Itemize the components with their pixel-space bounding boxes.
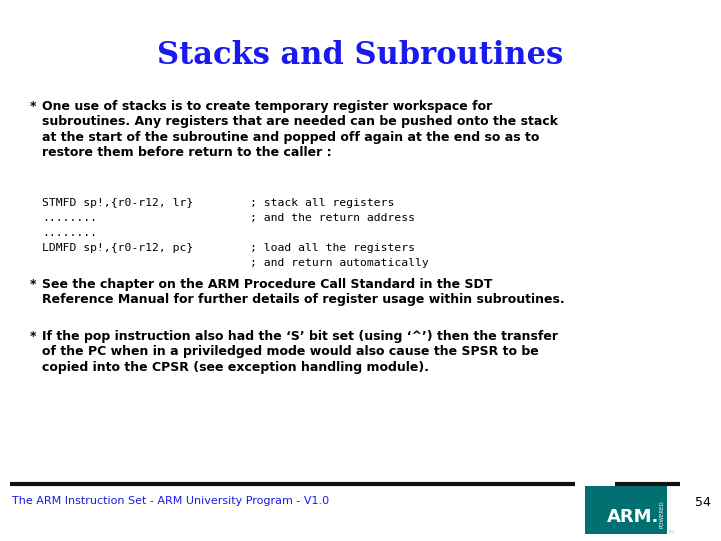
Text: One use of stacks is to create temporary register workspace for
subroutines. Any: One use of stacks is to create temporary…	[42, 100, 558, 160]
Text: ........: ........	[42, 228, 97, 238]
Text: If the pop instruction also had the ‘S’ bit set (using ‘^’) then the transfer
of: If the pop instruction also had the ‘S’ …	[42, 330, 558, 374]
Text: ; and return automatically: ; and return automatically	[250, 258, 429, 268]
Text: 54: 54	[695, 496, 711, 509]
Text: See the chapter on the ARM Procedure Call Standard in the SDT
Reference Manual f: See the chapter on the ARM Procedure Cal…	[42, 278, 565, 307]
Text: The ARM Instruction Set - ARM University Program - V1.0: The ARM Instruction Set - ARM University…	[12, 496, 329, 506]
Text: ; stack all registers: ; stack all registers	[250, 198, 394, 208]
Text: TM: TM	[667, 530, 674, 535]
Text: STMFD sp!,{r0-r12, lr}: STMFD sp!,{r0-r12, lr}	[42, 198, 193, 208]
Text: *: *	[30, 278, 37, 291]
Text: *: *	[30, 100, 37, 113]
Text: ; and the return address: ; and the return address	[250, 213, 415, 223]
Text: POWERED: POWERED	[659, 500, 664, 528]
FancyBboxPatch shape	[585, 486, 667, 534]
Text: *: *	[30, 330, 37, 343]
Text: Stacks and Subroutines: Stacks and Subroutines	[157, 39, 563, 70]
Text: ........: ........	[42, 213, 97, 223]
Text: LDMFD sp!,{r0-r12, pc}: LDMFD sp!,{r0-r12, pc}	[42, 243, 193, 253]
Text: ; load all the registers: ; load all the registers	[250, 243, 415, 253]
Text: ARM.: ARM.	[607, 508, 660, 526]
